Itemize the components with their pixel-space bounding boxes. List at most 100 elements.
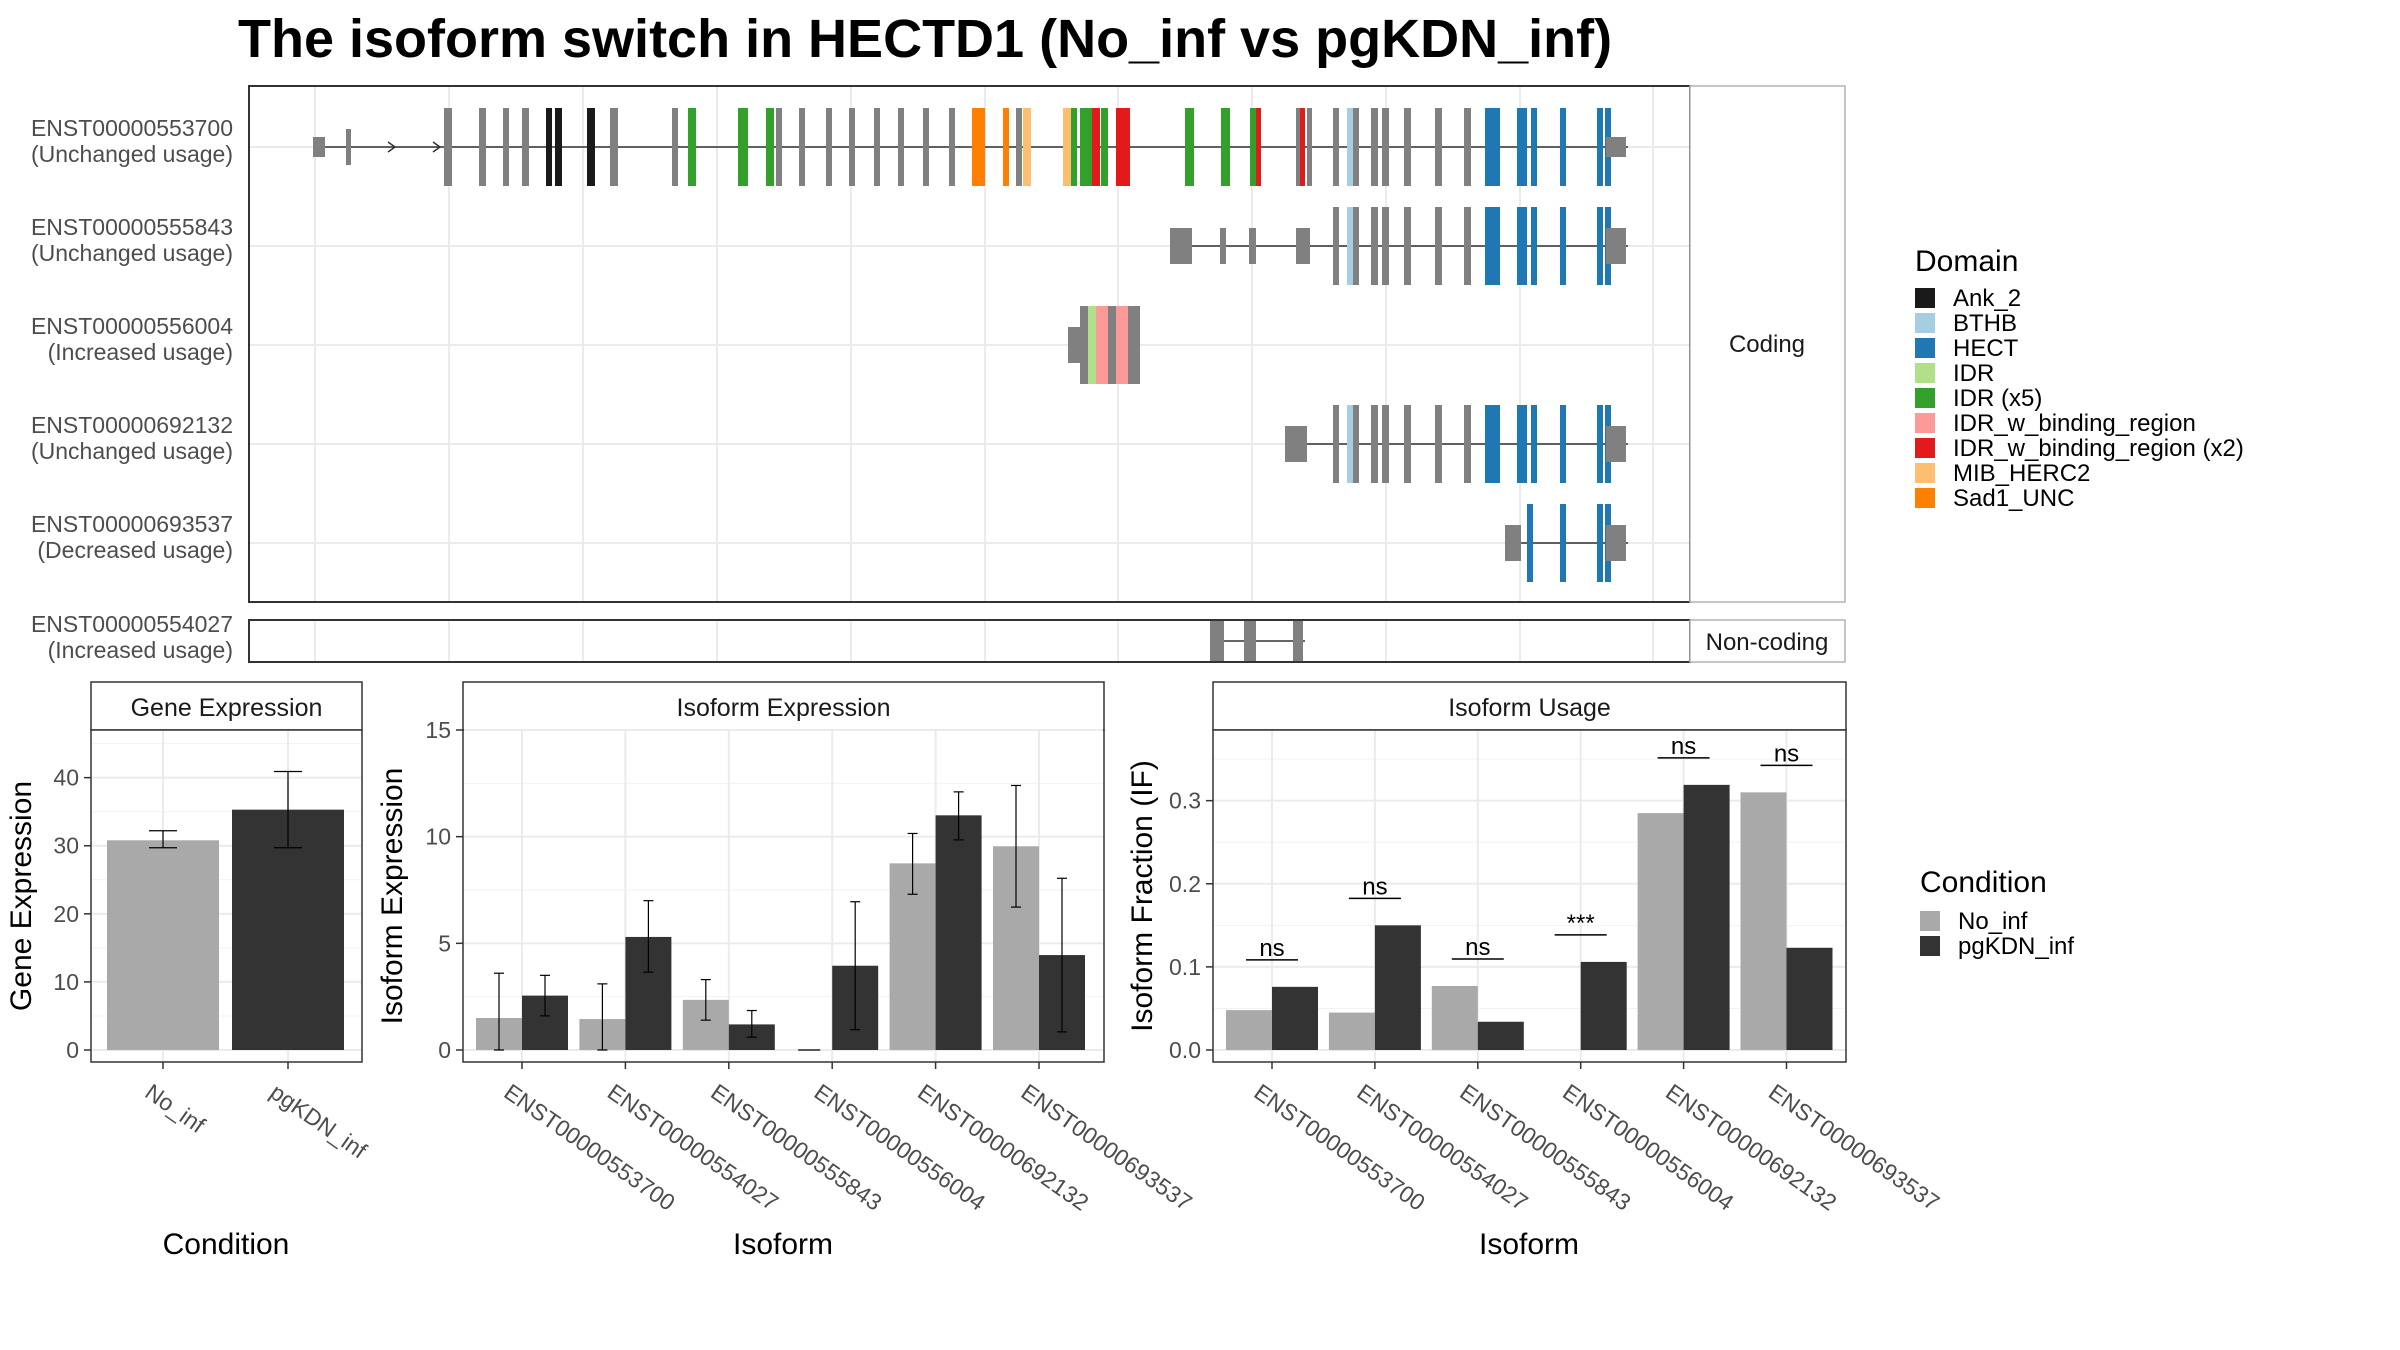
exon-block (1404, 108, 1411, 186)
exon-block (1464, 108, 1471, 186)
y-tick-label: 10 (425, 824, 451, 850)
exon-block (1170, 228, 1192, 264)
x-tick-label: No_inf (140, 1079, 210, 1139)
transcript-tracks (313, 108, 1628, 661)
exon-block (766, 108, 774, 186)
bar-No_inf (1431, 986, 1478, 1050)
exon-block (776, 108, 782, 186)
exon-block (1517, 207, 1527, 285)
exon-block (1382, 405, 1389, 483)
bar-No_inf (1226, 1010, 1272, 1050)
x-tick-label: ENST00000692132 (913, 1079, 1093, 1216)
exon-block (1485, 207, 1493, 285)
x-tick-label: ENST00000693537 (1016, 1079, 1196, 1216)
bar-pgKDN_inf (1477, 1021, 1524, 1050)
exon-block (1597, 405, 1603, 483)
isoform-expression-panel: Isoform Expression051015ENST00000553700E… (376, 681, 1197, 1261)
noncoding-strip (1689, 619, 1846, 663)
significance-label: ns (1774, 740, 1799, 767)
transcript-id-label: ENST00000555843 (31, 214, 233, 240)
condition-legend-label: No_inf (1958, 908, 2028, 935)
exon-block (1353, 405, 1359, 483)
x-tick-label: ENST00000556004 (810, 1079, 991, 1216)
bar-No_inf (1637, 813, 1684, 1050)
exon-block (479, 108, 486, 186)
domain-legend-label: IDR_w_binding_region (x2) (1953, 435, 2244, 462)
bar-pgKDN_inf (1272, 986, 1318, 1050)
domain-legend-swatch (1915, 438, 1935, 458)
significance-label: *** (1567, 910, 1595, 937)
exon-block (1606, 426, 1626, 462)
exon-block (1092, 108, 1100, 186)
exon-block (503, 108, 509, 186)
panel-strip (90, 681, 363, 731)
g (313, 108, 1628, 186)
significance-label: ns (1362, 873, 1387, 900)
exon-block (1347, 207, 1353, 285)
exon-block (1220, 228, 1226, 264)
exon-block (849, 108, 855, 186)
exon-block (1606, 228, 1626, 264)
noncoding-strip-label: Non-coding (1706, 629, 1829, 656)
exon-block (1096, 306, 1108, 384)
exon-block (1116, 306, 1128, 384)
domain-legend-swatch (1915, 313, 1935, 333)
bar-pgKDN_inf (1580, 961, 1627, 1050)
exon-block (1063, 108, 1071, 186)
exon-block (1597, 108, 1603, 186)
exon-block (1080, 108, 1092, 186)
domain-legend-label: MIB_HERC2 (1953, 460, 2090, 487)
domain-legend-label: HECT (1953, 335, 2019, 362)
exon-block (1221, 108, 1230, 186)
y-tick-label: 0.1 (1169, 954, 1201, 980)
exon-block (1003, 108, 1009, 186)
y-tick-label: 20 (53, 901, 79, 927)
exon-block (1347, 108, 1353, 186)
g (1285, 405, 1628, 483)
exon-block (1353, 207, 1359, 285)
y-tick-label: 15 (425, 717, 451, 743)
exon-block (1382, 108, 1389, 186)
exon-block (1116, 108, 1130, 186)
exon-block (1333, 405, 1339, 483)
domain-legend-swatch (1915, 488, 1935, 508)
exon-block (1560, 504, 1566, 582)
domain-legend-label: Sad1_UNC (1953, 485, 2074, 512)
transcript-id-label: ENST00000692132 (31, 412, 233, 438)
x-axis-title: Isoform (733, 1228, 833, 1261)
exon-block (688, 108, 696, 186)
domain-legend-label: IDR_w_binding_region (1953, 410, 2196, 437)
transcript-id-label: ENST00000693537 (31, 511, 233, 537)
x-tick-label: ENST00000555843 (1455, 1079, 1635, 1216)
transcript-usage-label: (Unchanged usage) (31, 438, 233, 464)
isoform-usage-panel: Isoform Usage 0.0 0.1 0.2 0.3 ns ns ns *** ns ns EN… (1126, 681, 1944, 1261)
x-tick-label: ENST00000554027 (1352, 1079, 1532, 1216)
exon-block (610, 108, 618, 186)
exon-block (1068, 327, 1080, 363)
exon-block (1492, 405, 1500, 483)
panel-title: Isoform Expression (677, 694, 891, 722)
exon-block (1371, 108, 1378, 186)
gene-structure-panel: Coding Non-coding ENST00000553700(Unchan… (31, 85, 1846, 663)
condition-legend-label: pgKDN_inf (1958, 933, 2074, 960)
y-tick-label: 5 (438, 930, 451, 956)
condition-legend-swatch (1920, 936, 1940, 956)
exon-block (923, 108, 929, 186)
exon-block (1296, 228, 1310, 264)
y-tick-label: 0.0 (1169, 1037, 1201, 1063)
bar-No_inf (1328, 1012, 1375, 1050)
exon-block (1517, 405, 1527, 483)
exon-block (738, 108, 748, 186)
y-tick-label: 40 (53, 765, 79, 791)
exon-block (1210, 621, 1224, 661)
exon-block (1371, 405, 1378, 483)
significance-label: ns (1671, 733, 1696, 760)
exon-block (1517, 108, 1527, 186)
exon-block (874, 108, 880, 186)
exon-block (1505, 525, 1521, 561)
exon-block (1016, 108, 1022, 186)
exon-block (1404, 405, 1411, 483)
y-tick-label: 0.2 (1169, 871, 1201, 897)
transcript-usage-label: (Increased usage) (48, 339, 233, 365)
